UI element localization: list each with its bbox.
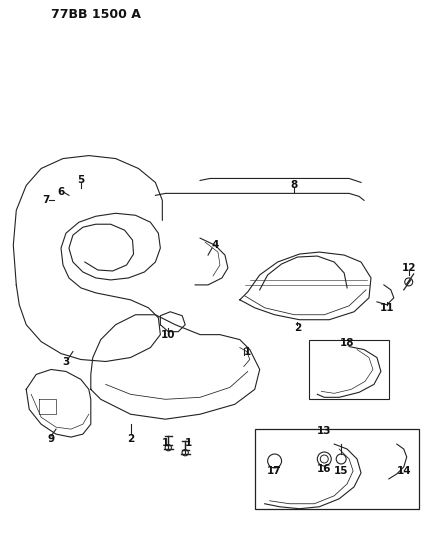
Bar (255, 429, 419, 508)
Text: 10: 10 (161, 329, 175, 340)
Text: 17: 17 (268, 466, 282, 476)
Text: 9: 9 (48, 434, 55, 444)
Text: 16: 16 (317, 464, 332, 474)
Text: 7: 7 (42, 196, 50, 205)
Text: 12: 12 (401, 263, 416, 273)
Text: 1: 1 (162, 438, 169, 448)
Text: 18: 18 (340, 337, 354, 348)
Text: 1: 1 (184, 438, 192, 448)
Text: 2: 2 (294, 322, 301, 333)
Text: 11: 11 (380, 303, 394, 313)
Text: 77BB 1500 A: 77BB 1500 A (51, 8, 141, 21)
Text: 5: 5 (77, 175, 84, 185)
Bar (309, 340, 389, 399)
Text: 4: 4 (211, 240, 219, 250)
Text: 8: 8 (291, 181, 298, 190)
Text: 6: 6 (57, 188, 65, 197)
Text: 14: 14 (396, 466, 411, 476)
Text: 2: 2 (127, 434, 134, 444)
Text: 1: 1 (244, 346, 251, 357)
Text: 15: 15 (334, 466, 348, 476)
Text: 3: 3 (62, 357, 70, 367)
Text: 13: 13 (317, 426, 332, 436)
